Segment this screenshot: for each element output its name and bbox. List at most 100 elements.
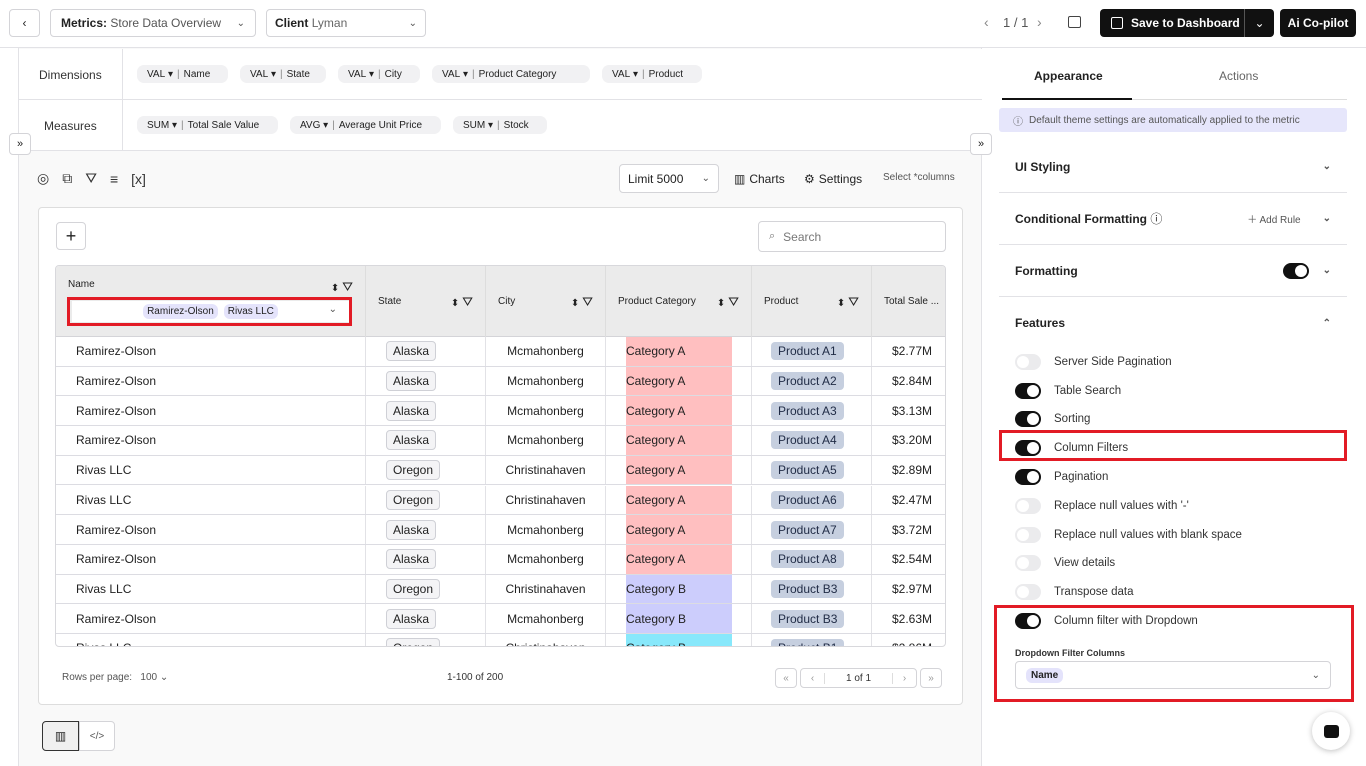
feature-label: Replace null values with blank space <box>1054 529 1242 541</box>
selected-column-chip[interactable]: Name <box>1026 667 1064 683</box>
table-cell: Category A <box>606 485 752 515</box>
code-view-icon[interactable]: </> <box>79 721 115 751</box>
column-header-product[interactable]: Product ⬍ ⛛ <box>752 266 872 337</box>
feature-toggle[interactable] <box>1015 383 1041 399</box>
ai-copilot-button[interactable]: Ai Co-pilot <box>1280 9 1356 37</box>
next-page-icon[interactable]: › <box>1037 14 1042 30</box>
feature-toggle[interactable] <box>1015 440 1041 456</box>
product-badge: Product A4 <box>771 431 844 450</box>
table-row[interactable]: Ramirez-Olson Alaska Mcmahonberg Category A… <box>56 515 945 545</box>
feature-toggle[interactable] <box>1015 411 1041 427</box>
preview-icon[interactable] <box>1068 16 1081 28</box>
column-header-total-sale[interactable]: Total Sale ... <box>872 266 945 337</box>
feature-toggle[interactable] <box>1015 527 1041 543</box>
sort-icon[interactable]: ≡ <box>109 170 119 187</box>
column-header-product-category[interactable]: Product Category ⬍ ⛛ <box>606 266 752 337</box>
save-to-dashboard-button[interactable]: Save to Dashboard ⌄ <box>1100 9 1274 37</box>
sort-icon[interactable]: ⬍ <box>570 297 580 309</box>
sort-icon[interactable]: ⬍ <box>450 297 460 309</box>
chart-view-icon[interactable]: ▥ <box>42 721 79 751</box>
table-row[interactable]: Rivas LLC Oregon Christinahaven Category B P… <box>56 574 945 605</box>
filter-icon[interactable]: ⛛ <box>728 293 739 309</box>
name-filter-dropdown[interactable]: Ramirez-Olson Rivas LLC ⌄ <box>72 301 349 322</box>
search-input[interactable]: ⌕ Search <box>758 221 946 252</box>
name-value: Ramirez-Olson <box>76 344 157 359</box>
formatting-toggle[interactable] <box>1282 262 1309 279</box>
feature-label: View details <box>1054 557 1116 569</box>
feature-toggle[interactable] <box>1015 613 1041 629</box>
total-sale-value: $3.20M <box>892 433 933 448</box>
filter-chip[interactable]: Rivas LLC <box>223 304 278 319</box>
table-row[interactable]: Ramirez-Olson Alaska Mcmahonberg Category A… <box>56 337 945 367</box>
select-columns-link[interactable]: Select *columns <box>883 172 955 183</box>
dimension-pill[interactable]: VAL ▾ | Product Category <box>432 65 590 83</box>
table-row[interactable]: Ramirez-Olson Alaska Mcmahonberg Category A… <box>56 544 945 575</box>
client-select[interactable]: Client Lyman ⌄ <box>266 9 426 37</box>
total-sale-value: $2.86M <box>892 641 932 646</box>
feature-toggle[interactable] <box>1015 584 1041 600</box>
table-row[interactable]: Rivas LLC Oregon Christinahaven Category A P… <box>56 455 945 486</box>
dimension-pill[interactable]: VAL ▾ | City <box>338 65 420 83</box>
add-button[interactable]: + <box>56 222 86 250</box>
total-sale-value: $2.97M <box>892 581 933 596</box>
dropdown-filter-columns-select[interactable]: Name ⌄ <box>1015 661 1331 689</box>
feature-toggle[interactable] <box>1015 498 1041 514</box>
section-features[interactable]: Features ⌃ <box>1015 316 1331 330</box>
prev-page-icon[interactable]: ‹ <box>984 14 989 30</box>
charts-button[interactable]: ▥ Charts <box>734 172 785 186</box>
column-header-state[interactable]: State ⬍ ⛛ <box>366 266 486 337</box>
filter-icon[interactable]: ⛛ <box>582 293 593 309</box>
filter-icon[interactable]: ⛛ <box>462 293 473 309</box>
feature-toggle[interactable] <box>1015 354 1041 370</box>
section-ui-styling[interactable]: UI Styling ⌄ <box>999 141 1347 193</box>
table-cell: Product B1 <box>752 634 872 646</box>
table-row[interactable]: Ramirez-Olson Alaska Mcmahonberg Category A… <box>56 366 945 397</box>
table-row[interactable]: Ramirez-Olson Alaska Mcmahonberg Category A… <box>56 396 945 427</box>
table-row[interactable]: Ramirez-Olson Alaska Mcmahonberg Category B… <box>56 604 945 634</box>
settings-button[interactable]: ⚙ Settings <box>804 172 862 186</box>
join-icon[interactable]: ◎ <box>37 170 50 186</box>
next-page-button[interactable]: › <box>892 672 916 684</box>
expand-right-panel-icon[interactable]: » <box>970 133 992 155</box>
back-button[interactable]: ‹ <box>9 9 40 37</box>
add-rule-button[interactable]: ＋ Add Rule <box>1247 215 1301 226</box>
first-page-button[interactable]: « <box>775 668 797 688</box>
dimension-pill[interactable]: VAL ▾ | Product <box>602 65 702 83</box>
sort-icon[interactable]: ⬍ <box>330 283 340 294</box>
dimension-pill[interactable]: VAL ▾ | Name <box>137 65 228 83</box>
tab-actions[interactable]: Actions <box>1219 69 1259 83</box>
last-page-button[interactable]: » <box>920 668 942 688</box>
sort-icon[interactable]: ⬍ <box>716 297 726 309</box>
feature-toggle[interactable] <box>1015 555 1041 571</box>
table-row[interactable]: Rivas LLC Oregon Christinahaven Category A P… <box>56 485 945 516</box>
metrics-select[interactable]: Metrics: Store Data Overview ⌄ <box>50 9 256 37</box>
feature-toggle[interactable] <box>1015 469 1041 485</box>
table-row[interactable]: Ramirez-Olson Alaska Mcmahonberg Category A… <box>56 426 945 456</box>
rows-per-page-select[interactable]: 100 <box>140 672 158 683</box>
limit-select[interactable]: Limit 5000 ⌄ <box>619 164 719 193</box>
column-header-city[interactable]: City ⬍ ⛛ <box>486 266 606 337</box>
variables-icon[interactable]: [x] <box>131 170 146 187</box>
filter-chip[interactable]: Ramirez-Olson <box>143 304 218 319</box>
sort-icon[interactable]: ⬍ <box>836 297 846 309</box>
chat-launcher-button[interactable] <box>1312 712 1350 750</box>
section-conditional-formatting[interactable]: Conditional Formatting ⓘ ＋ Add Rule ⌄ <box>999 193 1347 245</box>
plus-icon: + <box>65 225 77 246</box>
table-cell: Ramirez-Olson <box>56 544 366 574</box>
measure-pill[interactable]: AVG ▾ | Average Unit Price <box>290 116 441 134</box>
filter-icon[interactable]: ⛛ <box>848 293 859 309</box>
tab-appearance[interactable]: Appearance <box>1034 69 1103 83</box>
table-row[interactable]: Rivas LLC Oregon Christinahaven Category B P… <box>56 634 945 646</box>
filter-icon[interactable]: ⛛ <box>342 279 353 294</box>
save-options-chevron-icon[interactable]: ⌄ <box>1244 9 1274 37</box>
measure-pill[interactable]: SUM ▾ | Stock <box>453 116 547 134</box>
column-header-name[interactable]: Name ⬍ ⛛ <box>56 266 366 337</box>
copy-icon[interactable]: ⧉ <box>62 170 73 186</box>
measure-pill[interactable]: SUM ▾ | Total Sale Value <box>137 116 278 134</box>
expand-left-panel-icon[interactable]: » <box>9 133 31 155</box>
dimension-pill[interactable]: VAL ▾ | State <box>240 65 326 83</box>
prev-page-button[interactable]: ‹ <box>801 672 825 684</box>
category-value: Category B <box>626 611 687 626</box>
section-formatting[interactable]: Formatting ⌄ <box>999 245 1347 297</box>
filter-icon[interactable]: ⛛ <box>85 170 97 186</box>
